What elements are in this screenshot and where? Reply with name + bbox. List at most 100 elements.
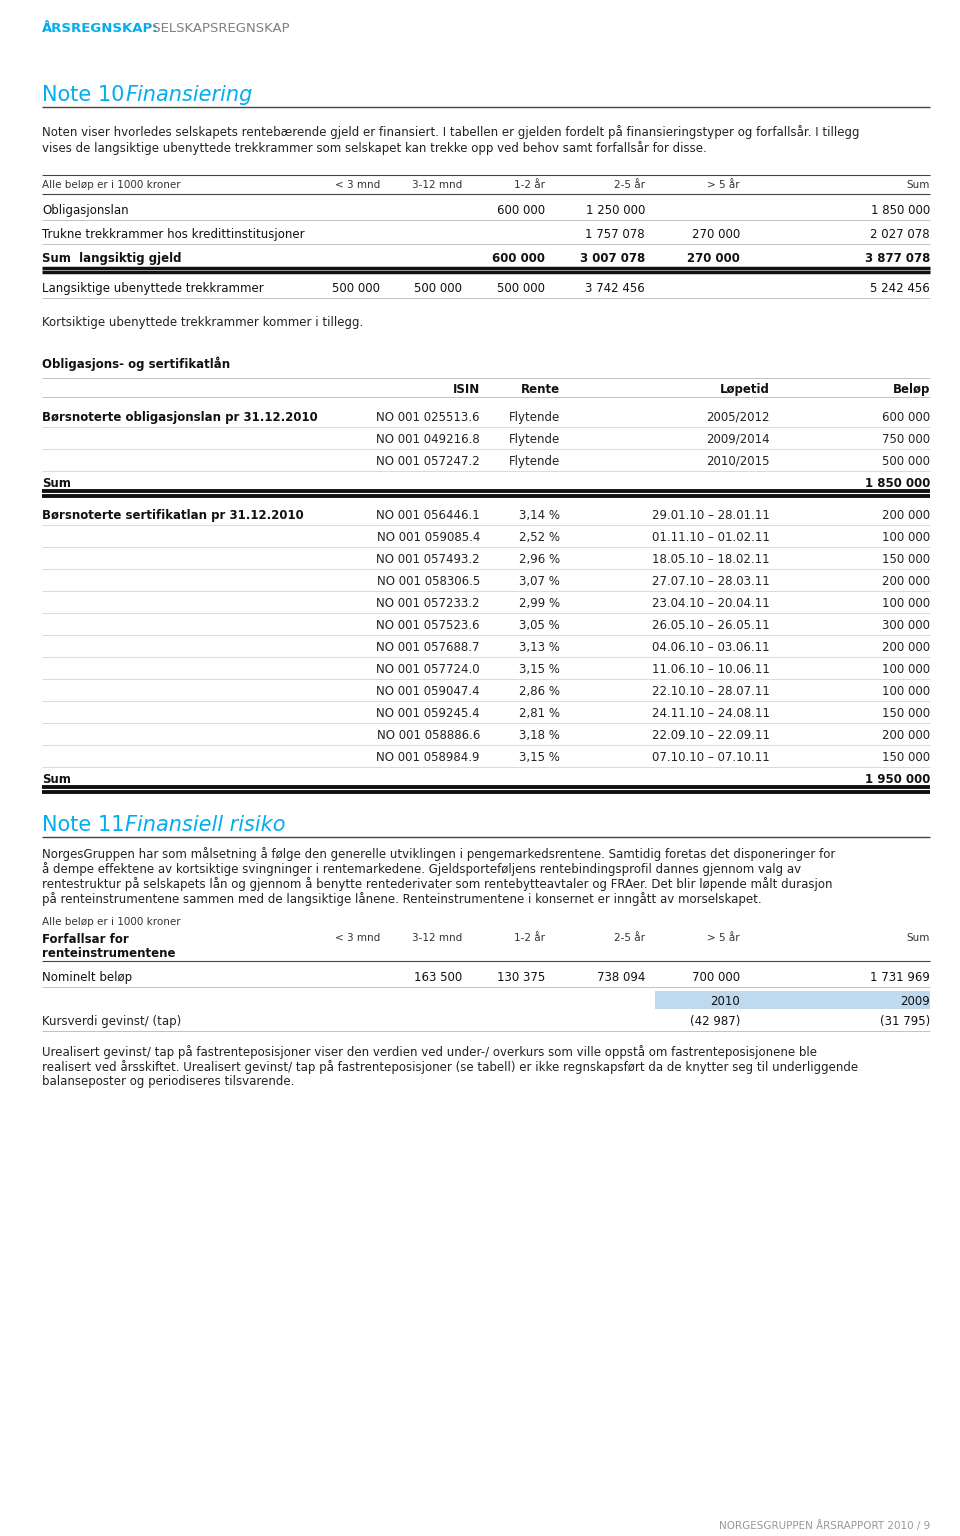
Text: 1 850 000: 1 850 000: [871, 204, 930, 217]
Text: Kortsiktige ubenyttede trekkrammer kommer i tillegg.: Kortsiktige ubenyttede trekkrammer komme…: [42, 316, 363, 329]
Text: 3,07 %: 3,07 %: [519, 574, 560, 588]
Text: NO 001 057523.6: NO 001 057523.6: [376, 619, 480, 631]
Text: 100 000: 100 000: [882, 598, 930, 610]
Text: 200 000: 200 000: [882, 574, 930, 588]
Text: Nominelt beløp: Nominelt beløp: [42, 971, 132, 985]
Text: 163 500: 163 500: [414, 971, 462, 985]
Text: 150 000: 150 000: [882, 553, 930, 565]
Text: 270 000: 270 000: [692, 227, 740, 241]
Text: 1 250 000: 1 250 000: [586, 204, 645, 217]
Text: ISIN: ISIN: [453, 382, 480, 396]
Text: 300 000: 300 000: [882, 619, 930, 631]
Text: å dempe effektene av kortsiktige svingninger i rentemarkedene. Gjeldsporteføljen: å dempe effektene av kortsiktige svingni…: [42, 862, 802, 876]
Text: Flytende: Flytende: [509, 455, 560, 468]
Text: 11.06.10 – 10.06.11: 11.06.10 – 10.06.11: [652, 664, 770, 676]
Text: 3-12 mnd: 3-12 mnd: [412, 180, 462, 190]
Text: Sum: Sum: [906, 932, 930, 943]
Text: Obligasjonslan: Obligasjonslan: [42, 204, 129, 217]
Text: NO 001 059085.4: NO 001 059085.4: [376, 531, 480, 544]
Text: 130 375: 130 375: [496, 971, 545, 985]
Text: < 3 mnd: < 3 mnd: [335, 180, 380, 190]
Text: Noten viser hvorledes selskapets rentebærende gjeld er finansiert. I tabellen er: Noten viser hvorledes selskapets rentebæ…: [42, 124, 859, 138]
Text: 3 742 456: 3 742 456: [586, 283, 645, 295]
Text: NO 001 056446.1: NO 001 056446.1: [376, 508, 480, 522]
Text: 01.11.10 – 01.02.11: 01.11.10 – 01.02.11: [652, 531, 770, 544]
Text: (31 795): (31 795): [879, 1015, 930, 1028]
Text: 1 731 969: 1 731 969: [870, 971, 930, 985]
Text: Finansiell risiko: Finansiell risiko: [125, 816, 285, 836]
Text: 1 950 000: 1 950 000: [865, 773, 930, 786]
Text: 100 000: 100 000: [882, 531, 930, 544]
Text: > 5 år: > 5 år: [708, 180, 740, 190]
Text: 07.10.10 – 07.10.11: 07.10.10 – 07.10.11: [652, 751, 770, 763]
Text: 3,18 %: 3,18 %: [519, 730, 560, 742]
Text: 600 000: 600 000: [882, 412, 930, 424]
Text: Børsnoterte sertifikatlan pr 31.12.2010: Børsnoterte sertifikatlan pr 31.12.2010: [42, 508, 303, 522]
Text: rentestruktur på selskapets lån og gjennom å benytte rentederivater som rentebyt: rentestruktur på selskapets lån og gjenn…: [42, 877, 832, 891]
Text: 24.11.10 – 24.08.11: 24.11.10 – 24.08.11: [652, 707, 770, 720]
Text: 270 000: 270 000: [687, 252, 740, 266]
Text: 2,81 %: 2,81 %: [519, 707, 560, 720]
Text: 23.04.10 – 20.04.11: 23.04.10 – 20.04.11: [652, 598, 770, 610]
Text: 200 000: 200 000: [882, 730, 930, 742]
Text: 27.07.10 – 28.03.11: 27.07.10 – 28.03.11: [652, 574, 770, 588]
Text: 2-5 år: 2-5 år: [614, 932, 645, 943]
Text: 150 000: 150 000: [882, 707, 930, 720]
Bar: [655, 991, 930, 1009]
Text: 600 000: 600 000: [497, 204, 545, 217]
Text: Kursverdi gevinst/ (tap): Kursverdi gevinst/ (tap): [42, 1015, 181, 1028]
Text: NO 001 058306.5: NO 001 058306.5: [376, 574, 480, 588]
Text: Sum: Sum: [42, 773, 71, 786]
Text: 200 000: 200 000: [882, 641, 930, 654]
Text: 1-2 år: 1-2 år: [514, 932, 545, 943]
Text: 2009: 2009: [900, 995, 930, 1008]
Text: 100 000: 100 000: [882, 685, 930, 697]
Text: NO 001 057233.2: NO 001 057233.2: [376, 598, 480, 610]
Text: 04.06.10 – 03.06.11: 04.06.10 – 03.06.11: [653, 641, 770, 654]
Text: SELSKAPSREGNSKAP: SELSKAPSREGNSKAP: [148, 22, 290, 35]
Text: Rente: Rente: [521, 382, 560, 396]
Text: 5 242 456: 5 242 456: [871, 283, 930, 295]
Text: Børsnoterte obligasjonslan pr 31.12.2010: Børsnoterte obligasjonslan pr 31.12.2010: [42, 412, 318, 424]
Text: < 3 mnd: < 3 mnd: [335, 932, 380, 943]
Text: 750 000: 750 000: [882, 433, 930, 445]
Text: 29.01.10 – 28.01.11: 29.01.10 – 28.01.11: [652, 508, 770, 522]
Text: 18.05.10 – 18.02.11: 18.05.10 – 18.02.11: [653, 553, 770, 565]
Text: 3-12 mnd: 3-12 mnd: [412, 932, 462, 943]
Text: Sum: Sum: [42, 478, 71, 490]
Text: 100 000: 100 000: [882, 664, 930, 676]
Text: 2 027 078: 2 027 078: [871, 227, 930, 241]
Text: Beløp: Beløp: [893, 382, 930, 396]
Text: 500 000: 500 000: [414, 283, 462, 295]
Text: Note 10: Note 10: [42, 84, 131, 104]
Text: 2010: 2010: [710, 995, 740, 1008]
Text: 1 757 078: 1 757 078: [586, 227, 645, 241]
Text: 3,13 %: 3,13 %: [519, 641, 560, 654]
Text: Trukne trekkrammer hos kredittinstitusjoner: Trukne trekkrammer hos kredittinstitusjo…: [42, 227, 304, 241]
Text: NO 001 058984.9: NO 001 058984.9: [376, 751, 480, 763]
Text: 150 000: 150 000: [882, 751, 930, 763]
Text: 2-5 år: 2-5 år: [614, 180, 645, 190]
Text: 2,99 %: 2,99 %: [518, 598, 560, 610]
Text: 1 850 000: 1 850 000: [865, 478, 930, 490]
Text: 2010/2015: 2010/2015: [707, 455, 770, 468]
Text: 22.10.10 – 28.07.11: 22.10.10 – 28.07.11: [652, 685, 770, 697]
Text: 22.09.10 – 22.09.11: 22.09.10 – 22.09.11: [652, 730, 770, 742]
Text: 3 877 078: 3 877 078: [865, 252, 930, 266]
Text: renteinstrumentene: renteinstrumentene: [42, 948, 176, 960]
Text: 2,96 %: 2,96 %: [518, 553, 560, 565]
Text: (42 987): (42 987): [689, 1015, 740, 1028]
Text: ÅRSREGNSKAP:: ÅRSREGNSKAP:: [42, 22, 158, 35]
Text: NO 001 059245.4: NO 001 059245.4: [376, 707, 480, 720]
Text: Forfallsar for: Forfallsar for: [42, 932, 129, 946]
Text: realisert ved årsskiftet. Urealisert gevinst/ tap på fastrenteposisjoner (se tab: realisert ved årsskiftet. Urealisert gev…: [42, 1060, 858, 1074]
Text: NO 001 057493.2: NO 001 057493.2: [376, 553, 480, 565]
Text: 26.05.10 – 26.05.11: 26.05.10 – 26.05.11: [652, 619, 770, 631]
Text: NO 001 057247.2: NO 001 057247.2: [376, 455, 480, 468]
Text: NO 001 025513.6: NO 001 025513.6: [376, 412, 480, 424]
Text: NO 001 049216.8: NO 001 049216.8: [376, 433, 480, 445]
Text: 3,15 %: 3,15 %: [519, 751, 560, 763]
Text: på renteinstrumentene sammen med de langsiktige lånene. Renteinstrumentene i kon: på renteinstrumentene sammen med de lang…: [42, 892, 761, 906]
Text: 3,15 %: 3,15 %: [519, 664, 560, 676]
Text: 3,14 %: 3,14 %: [519, 508, 560, 522]
